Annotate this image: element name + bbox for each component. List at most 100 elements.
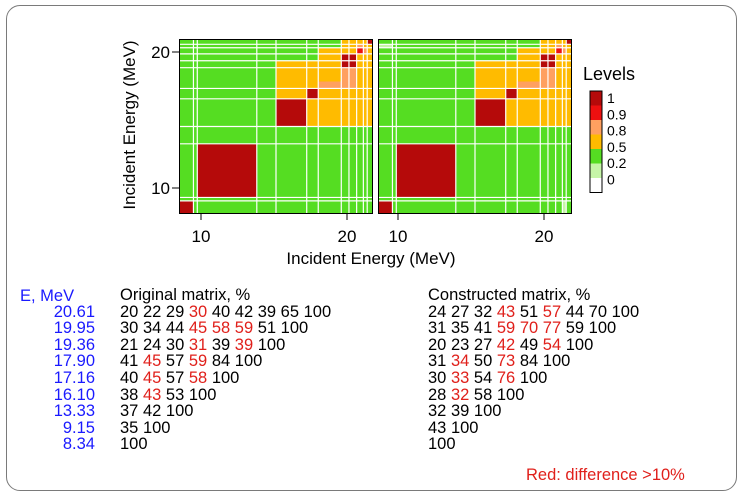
legend-frame	[589, 90, 603, 193]
y-axis-label: Incident Energy (MeV)	[120, 40, 139, 209]
matrix-cell: 28	[428, 385, 447, 404]
matrix-cell: 59	[234, 319, 254, 338]
heat-cell-block	[396, 143, 456, 198]
matrix-cell: 100	[165, 402, 194, 421]
heat-cell-block	[555, 44, 563, 48]
matrix-row: 20 23 27 42 49 54 100	[428, 335, 639, 354]
x-axis-label: Incident Energy (MeV)	[286, 249, 455, 268]
heatmap-panel-constructed	[378, 39, 572, 214]
energy-value: 19.36	[53, 335, 95, 354]
matrix-cell: 58	[188, 368, 208, 387]
matrix-cell: 24	[142, 335, 162, 354]
heat-cell-block	[505, 88, 518, 99]
legend-swatch	[590, 134, 602, 149]
matrix-row: 21 24 30 31 39 39 100	[120, 335, 331, 354]
matrix-cell: 44	[165, 319, 185, 338]
matrix-cell: 100	[120, 435, 148, 454]
matrix-cell: 100	[450, 418, 479, 437]
matrix-cell: 32	[450, 385, 470, 404]
matrix-row: 100	[120, 436, 331, 453]
matrix-cell: 57	[165, 352, 185, 371]
matrix-cell: 59	[496, 319, 516, 338]
matrix-cell: 100	[542, 352, 571, 371]
matrix-cell: 100	[142, 418, 171, 437]
matrix-row: 20 22 29 30 40 42 39 65 100	[120, 302, 331, 321]
matrix-cell: 23	[450, 335, 470, 354]
matrix-cell: 35	[120, 418, 139, 437]
matrix-cell: 84	[519, 352, 539, 371]
matrix-cell: 84	[211, 352, 231, 371]
tick-marks	[172, 51, 545, 220]
matrix-cell: 73	[496, 352, 516, 371]
matrix-cell: 41	[120, 352, 139, 371]
energy-column-header: E, MeV	[20, 287, 75, 305]
legend-label: 0.5	[607, 139, 627, 155]
matrix-row: 31 35 41 59 70 77 59 100	[428, 320, 639, 337]
matrix-cell: 70	[588, 302, 608, 321]
matrix-cell: 43	[428, 418, 447, 437]
matrix-header: Original matrix, %	[120, 286, 251, 304]
matrix-cell: 34	[142, 319, 162, 338]
matrix-cell: 24	[428, 302, 447, 321]
matrix-row: 41 45 57 59 84 100	[120, 353, 331, 370]
matrix-cell: 100	[565, 335, 594, 354]
matrix-cell: 42	[142, 402, 162, 421]
original-matrix-table: Original matrix, % 20 22 29 30 40 42 39 6…	[120, 287, 331, 453]
matrix-cell: 100	[257, 335, 286, 354]
matrix-cell: 76	[496, 368, 516, 387]
energy-column: 20.61 19.95 19.36 17.90 17.16 16.10 13.33 9.15 8…	[17, 287, 95, 453]
matrix-cell: 51	[257, 319, 277, 338]
x-tick-right-10: 10	[389, 227, 408, 246]
matrix-cell: 30	[188, 302, 208, 321]
matrix-cell: 31	[428, 352, 447, 371]
energy-value: 17.16	[53, 368, 95, 387]
matrix-cell: 34	[450, 352, 470, 371]
y-tick-10: 10	[151, 179, 170, 198]
matrix-header: Constructed matrix, %	[428, 286, 591, 304]
legend: 10.90.80.50.20	[589, 90, 627, 193]
matrix-cell: 29	[165, 302, 185, 321]
heat-cell-block	[555, 47, 563, 54]
legend-swatch	[590, 178, 602, 193]
heatmap-panel-original	[179, 39, 373, 214]
panel-frame	[179, 39, 373, 214]
matrix-cell: 31	[188, 335, 208, 354]
heat-cell-block	[475, 98, 506, 127]
matrix-cell: 27	[450, 302, 470, 321]
heat-cell-block	[566, 40, 571, 45]
matrix-cell: 49	[519, 335, 539, 354]
matrix-cell: 54	[542, 335, 562, 354]
matrix-cell: 58	[473, 385, 493, 404]
matrix-cell: 30	[165, 335, 185, 354]
matrix-cell: 100	[473, 402, 502, 421]
matrix-cell: 43	[142, 385, 162, 404]
energy-value: 13.33	[53, 402, 95, 421]
matrix-cell: 100	[280, 319, 309, 338]
legend-swatch	[590, 163, 602, 178]
matrix-row: 30 33 54 76 100	[428, 370, 639, 387]
energy-value: 19.95	[53, 319, 95, 338]
matrix-row: 40 45 57 58 100	[120, 370, 331, 387]
matrix-row: 31 34 50 73 84 100	[428, 353, 639, 370]
matrix-row: 35 100	[120, 418, 331, 437]
heat-cell-block	[197, 143, 257, 198]
y-tick-20: 20	[151, 43, 170, 62]
legend-label: 0.8	[607, 123, 627, 139]
matrix-row: 38 43 53 100	[120, 385, 331, 404]
x-tick-left-10: 10	[192, 227, 211, 246]
energy-value: 9.15	[62, 418, 95, 437]
matrix-cell: 100	[611, 302, 640, 321]
legend-label: 0	[607, 172, 615, 188]
legend-label: 0.2	[607, 155, 627, 171]
matrix-cell: 54	[473, 368, 493, 387]
difference-note: Red: difference >10%	[526, 466, 685, 484]
heat-cell-block	[379, 200, 393, 213]
matrix-cell: 44	[565, 302, 585, 321]
matrix-cell: 70	[519, 319, 539, 338]
matrix-cell: 37	[120, 402, 139, 421]
heat-cell-block	[306, 88, 319, 99]
matrix-row: 24 27 32 43 51 57 44 70 100	[428, 302, 640, 321]
matrix-cell: 100	[428, 435, 456, 454]
matrix-cell: 65	[280, 302, 300, 321]
matrix-cell: 77	[542, 319, 562, 338]
